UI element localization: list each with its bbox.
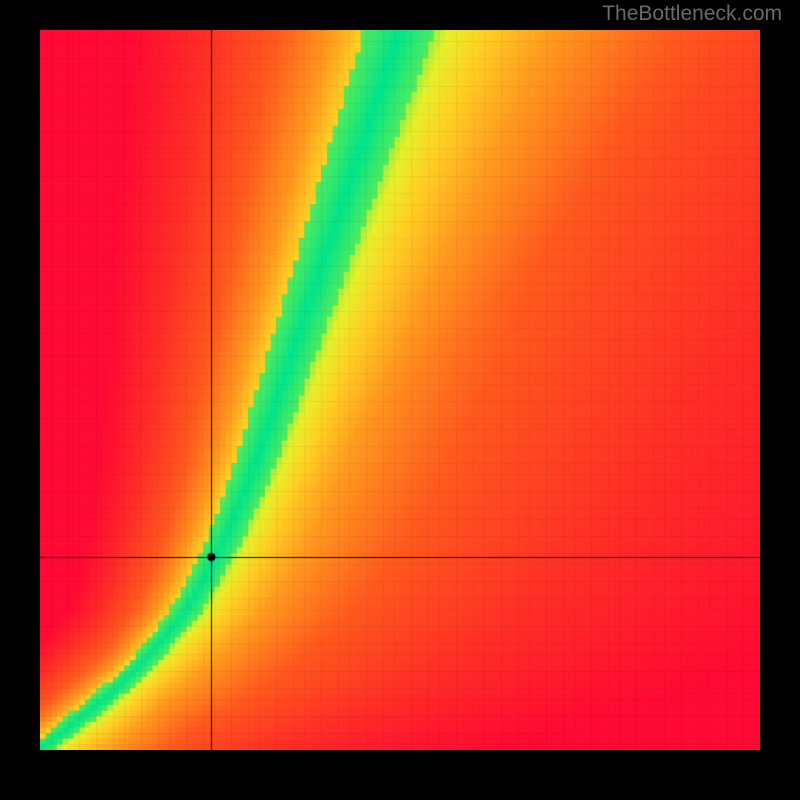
heatmap-canvas [40,30,760,750]
watermark-text: TheBottleneck.com [602,2,782,26]
heatmap-plot [40,30,760,750]
